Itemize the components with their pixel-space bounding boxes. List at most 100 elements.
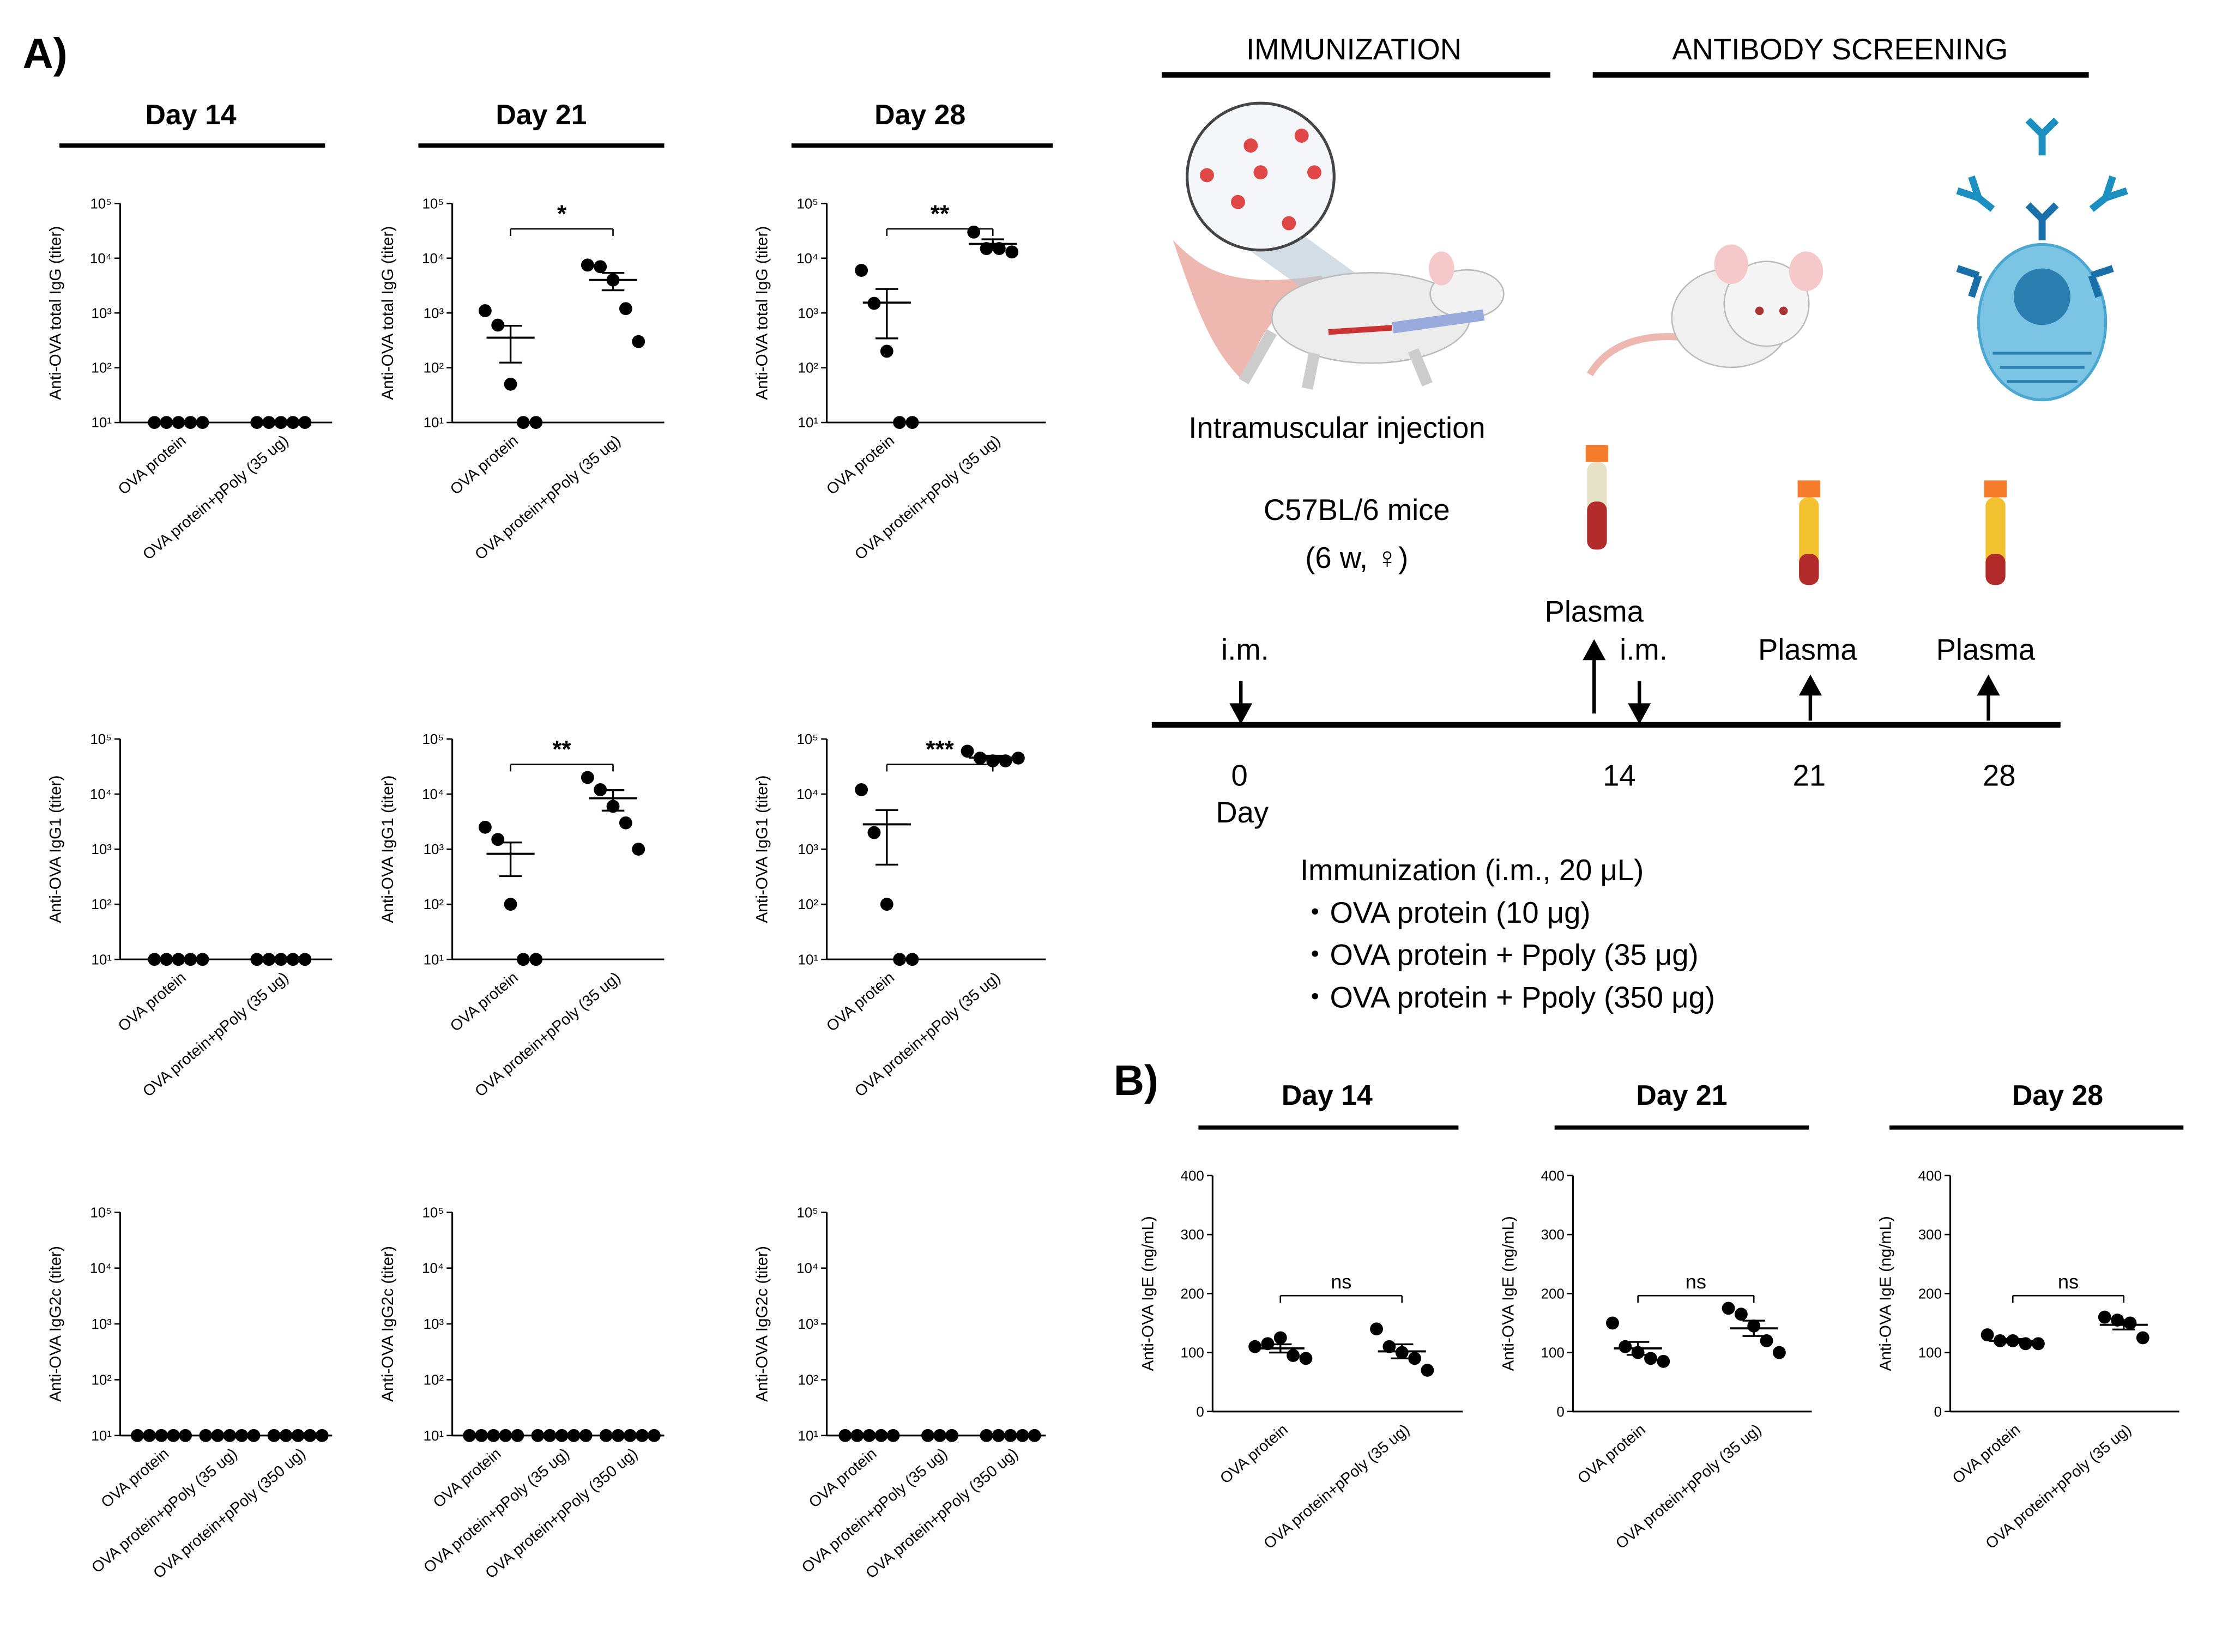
data-point: [855, 264, 868, 277]
data-point: [2019, 1337, 2032, 1351]
data-point: [131, 1429, 144, 1442]
data-point: [933, 1429, 946, 1442]
data-point: [874, 1429, 888, 1442]
y-tick-label: 10⁴: [90, 1261, 112, 1276]
data-point: [235, 1429, 249, 1442]
event-label: Plasma: [1758, 633, 1857, 667]
y-axis-label: Anti-OVA IgG1 (titer): [753, 776, 771, 923]
y-tick-label: 10²: [91, 897, 112, 912]
y-tick-label: 10¹: [424, 952, 444, 967]
data-point: [2006, 1334, 2020, 1347]
data-point: [1747, 1319, 1761, 1333]
significance-label: **: [931, 201, 950, 227]
y-tick-label: 10¹: [91, 952, 112, 967]
data-point: [172, 416, 185, 429]
data-point: [619, 302, 632, 316]
y-tick-label: 200: [1541, 1286, 1565, 1302]
data-point: [1016, 1429, 1029, 1442]
data-point: [855, 783, 868, 796]
data-point: [893, 953, 907, 966]
event-label: Plasma: [1545, 595, 1644, 628]
data-point: [838, 1429, 852, 1442]
timeline-day: 0: [1231, 759, 1247, 792]
y-tick-label: 10⁵: [90, 1205, 112, 1220]
data-point: [529, 953, 543, 966]
phase-title: ANTIBODY SCREENING: [1672, 33, 2008, 66]
data-point: [250, 953, 264, 966]
data-point: [2098, 1310, 2111, 1324]
y-tick-label: 0: [1556, 1405, 1564, 1420]
y-tick-label: 10²: [424, 1373, 444, 1388]
data-point: [905, 953, 919, 966]
data-point: [160, 416, 173, 429]
data-point: [1382, 1340, 1396, 1353]
y-tick-label: 10⁴: [796, 787, 818, 802]
y-tick-label: 10⁵: [797, 1205, 819, 1220]
timeline-days: 0 14 21 28: [1231, 759, 2015, 792]
timeline-unit: Day: [1216, 796, 1269, 829]
data-point: [291, 1429, 305, 1442]
data-point: [1011, 751, 1025, 765]
timeline-day: 21: [1793, 759, 1826, 792]
y-tick-label: 10¹: [798, 952, 819, 967]
y-tick-label: 10³: [91, 306, 112, 321]
data-point: [543, 1429, 557, 1442]
immunization-text: ・OVA protein (10 μg): [1300, 896, 1590, 929]
event-label: i.m.: [1620, 633, 1668, 667]
y-tick-label: 10²: [424, 897, 444, 912]
mice-label: C57BL/6 mice: [1264, 493, 1450, 527]
data-point: [267, 1429, 281, 1442]
data-point: [223, 1429, 237, 1442]
data-point: [148, 953, 161, 966]
x-tick-label: OVA protein: [823, 432, 898, 498]
data-point: [478, 820, 492, 834]
data-point: [504, 898, 517, 911]
data-point: [999, 754, 1012, 767]
dot-plot: Day 21 10¹ 10² 10³ 10⁴ 10⁵ Anti-OVA total IgG …: [379, 99, 665, 564]
mouse-illustration: [1173, 101, 1505, 390]
dot-plot: 10¹ 10² 10³ 10⁴ 10⁵ Anti-OVA IgG1 (titer) OVA …: [47, 732, 333, 1100]
y-tick-label: 10²: [91, 361, 112, 376]
y-tick-label: 10⁴: [422, 251, 444, 267]
data-point: [2111, 1314, 2124, 1327]
y-tick-label: 10³: [424, 842, 444, 857]
y-tick-label: 400: [1541, 1169, 1565, 1184]
data-point: [973, 751, 987, 765]
x-tick-label: OVA protein+pPoly (35 ug): [799, 1445, 951, 1577]
data-point: [167, 1429, 180, 1442]
data-point: [992, 1429, 1005, 1442]
schematic: IMMUNIZATION ANTIBODY SCREENING Intramus…: [1151, 33, 2128, 1014]
y-tick-label: 200: [1918, 1286, 1942, 1302]
panel-label: B): [1114, 1057, 1158, 1104]
data-point: [529, 416, 543, 429]
data-point: [862, 1429, 876, 1442]
data-point: [555, 1429, 569, 1442]
immunization-text: Immunization (i.m., 20 μL): [1300, 854, 1644, 887]
data-point: [148, 416, 161, 429]
significance-label: ns: [1331, 1270, 1351, 1293]
data-point: [1994, 1334, 2007, 1347]
y-tick-label: 10³: [424, 306, 444, 321]
data-point: [623, 1429, 637, 1442]
data-point: [315, 1429, 329, 1442]
x-tick-label: OVA protein: [1574, 1421, 1649, 1487]
data-point: [1299, 1352, 1313, 1365]
data-point: [886, 1429, 900, 1442]
y-axis-label: Anti-OVA IgE (ng/mL): [1500, 1216, 1518, 1371]
data-point: [286, 416, 300, 429]
data-point: [2136, 1331, 2149, 1345]
data-point: [1772, 1346, 1786, 1359]
data-point: [632, 843, 645, 856]
y-tick-label: 10³: [798, 842, 819, 857]
y-tick-label: 10³: [798, 306, 819, 321]
chart-title: Day 21: [1636, 1079, 1727, 1111]
chart-title: Day 28: [874, 99, 965, 130]
data-point: [1980, 1328, 1994, 1342]
data-point: [567, 1429, 581, 1442]
dot-plot: 10¹ 10² 10³ 10⁴ 10⁵ Anti-OVA IgG1 (titer) OVA …: [753, 732, 1046, 1100]
data-point: [1395, 1346, 1409, 1359]
data-point: [921, 1429, 934, 1442]
x-tick-label: OVA protein: [1217, 1421, 1291, 1487]
